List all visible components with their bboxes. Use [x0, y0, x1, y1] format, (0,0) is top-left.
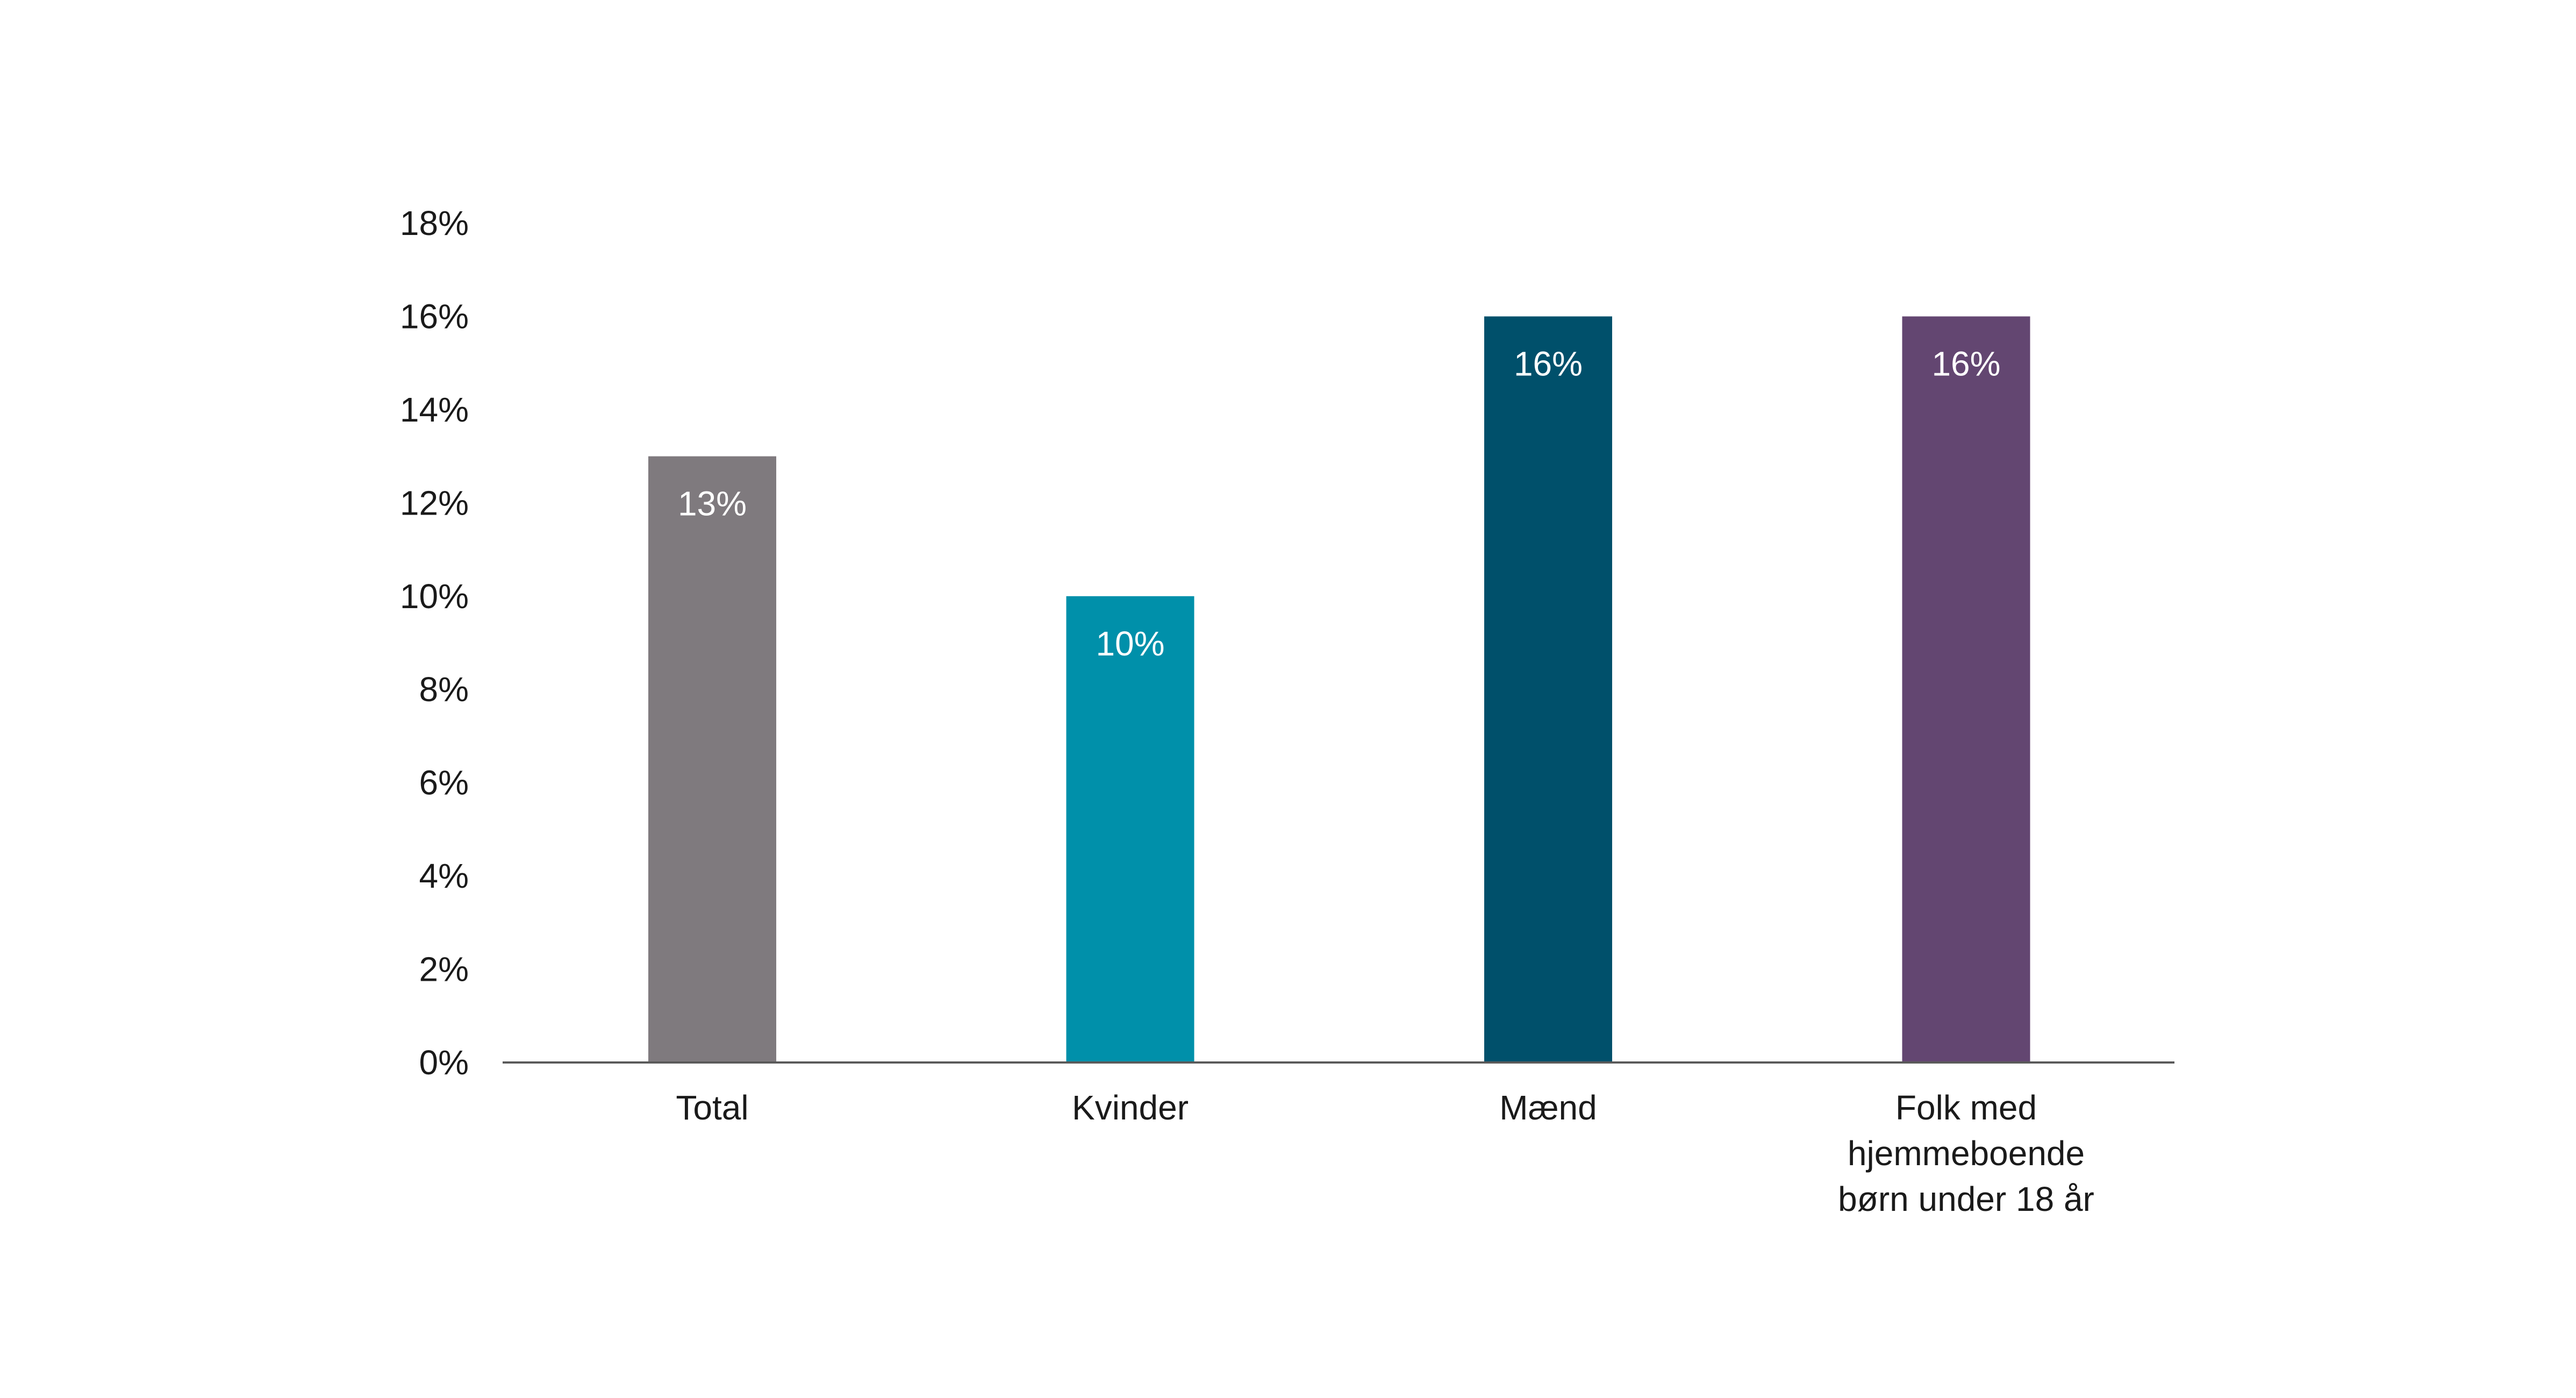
- data-labels: 13% 10% 16% 16%: [678, 344, 2001, 662]
- bar: [1484, 316, 1612, 1062]
- bar-value-label: 16%: [1931, 344, 2000, 383]
- y-tick-label: 16%: [400, 297, 469, 336]
- category-label: Total: [676, 1088, 748, 1127]
- category-label: Mænd: [1499, 1088, 1597, 1127]
- y-tick-label: 10%: [400, 577, 469, 616]
- y-tick-label: 4%: [419, 857, 469, 895]
- y-tick-label: 14%: [400, 390, 469, 429]
- y-tick-label: 12%: [400, 483, 469, 522]
- y-tick-label: 0%: [419, 1043, 469, 1082]
- category-label: Kvinder: [1072, 1088, 1189, 1127]
- bar-value-label: 13%: [678, 484, 747, 523]
- x-axis-category-labels: Total Kvinder Mænd Folk med hjemmeboende børn…: [676, 1088, 2094, 1218]
- category-label: børn under 18 år: [1838, 1180, 2094, 1218]
- bar: [1902, 316, 2030, 1062]
- bars: [648, 316, 2030, 1062]
- bar-value-label: 16%: [1514, 344, 1583, 383]
- bar: [648, 456, 776, 1062]
- bar: [1066, 596, 1194, 1062]
- y-tick-label: 8%: [419, 670, 469, 709]
- category-label: Folk med: [1895, 1088, 2037, 1127]
- y-tick-label: 18%: [400, 204, 469, 242]
- y-tick-label: 6%: [419, 764, 469, 802]
- category-label: hjemmeboende: [1848, 1134, 2085, 1173]
- bar-value-label: 10%: [1096, 624, 1164, 663]
- y-tick-label: 2%: [419, 950, 469, 989]
- y-axis-tick-labels: 0% 2% 4% 6% 8% 10% 12% 14% 16% 18%: [400, 204, 469, 1082]
